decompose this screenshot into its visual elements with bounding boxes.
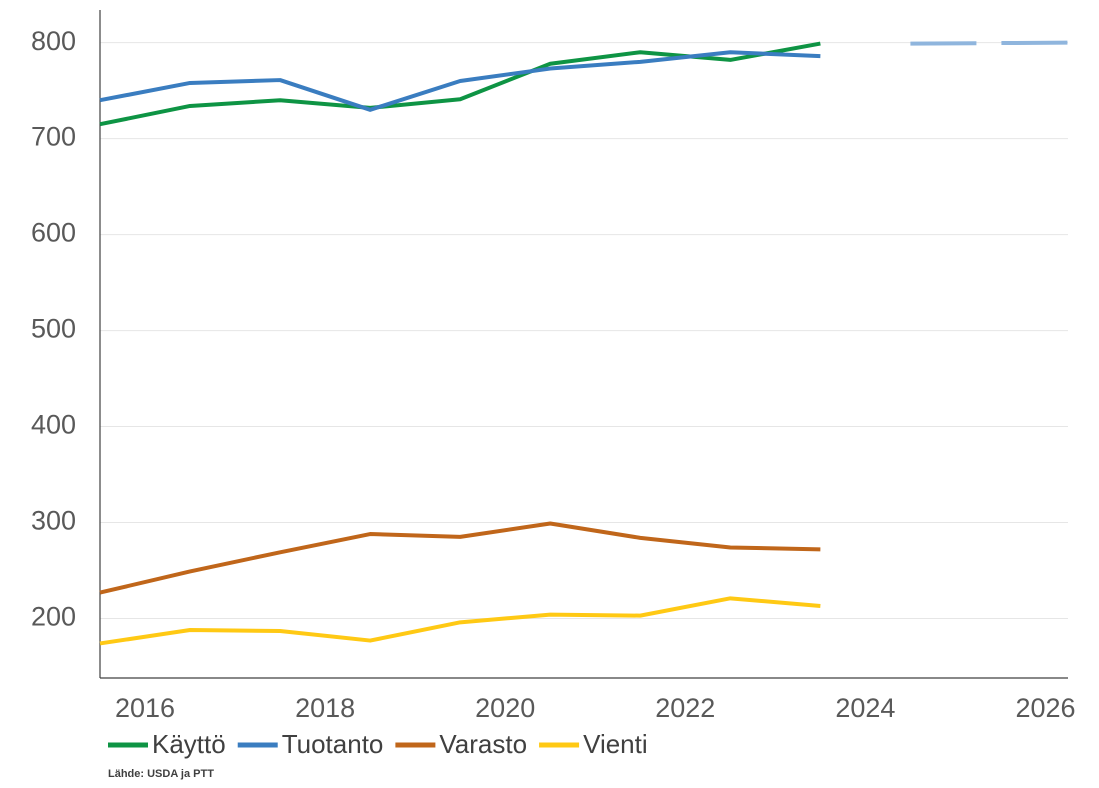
legend-label: Vienti bbox=[583, 729, 648, 759]
source: Lähde: USDA ja PTT bbox=[108, 768, 214, 780]
y-tick-label: 200 bbox=[31, 602, 76, 632]
legend-label: Varasto bbox=[439, 729, 527, 759]
series-line bbox=[99, 596, 821, 646]
x-tick-label: 2024 bbox=[835, 693, 895, 723]
y-tick-label: 400 bbox=[31, 410, 76, 440]
x-tick-label: 2022 bbox=[655, 693, 715, 723]
y-tick-label: 700 bbox=[31, 122, 76, 152]
legend-label: Käyttö bbox=[152, 729, 226, 759]
x-tick-label: 2026 bbox=[1015, 693, 1075, 723]
y-tick-label: 600 bbox=[31, 218, 76, 248]
x-tick-label: 2016 bbox=[115, 693, 175, 723]
legend-label: Tuotanto bbox=[282, 729, 384, 759]
series-line bbox=[99, 521, 821, 595]
y-tick-label: 500 bbox=[31, 314, 76, 344]
x-tick-label: 2020 bbox=[475, 693, 535, 723]
series-line bbox=[910, 40, 1069, 46]
y-tick-label: 800 bbox=[31, 26, 76, 56]
series-line bbox=[99, 50, 821, 112]
x-tick-label: 2018 bbox=[295, 693, 355, 723]
y-tick-label: 300 bbox=[31, 506, 76, 536]
